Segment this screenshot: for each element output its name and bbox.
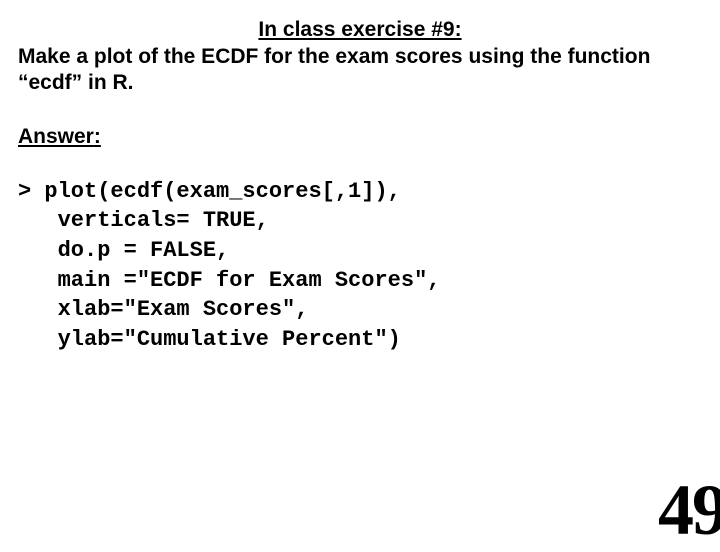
- code-block: > plot(ecdf(exam_scores[,1]), verticals=…: [18, 177, 702, 355]
- exercise-title: In class exercise #9:: [18, 18, 702, 42]
- exercise-prompt: Make a plot of the ECDF for the exam sco…: [18, 44, 702, 97]
- answer-heading: Answer:: [18, 125, 702, 149]
- answer-heading-text: Answer: [18, 125, 94, 148]
- slide-content: In class exercise #9: Make a plot of the…: [0, 0, 720, 355]
